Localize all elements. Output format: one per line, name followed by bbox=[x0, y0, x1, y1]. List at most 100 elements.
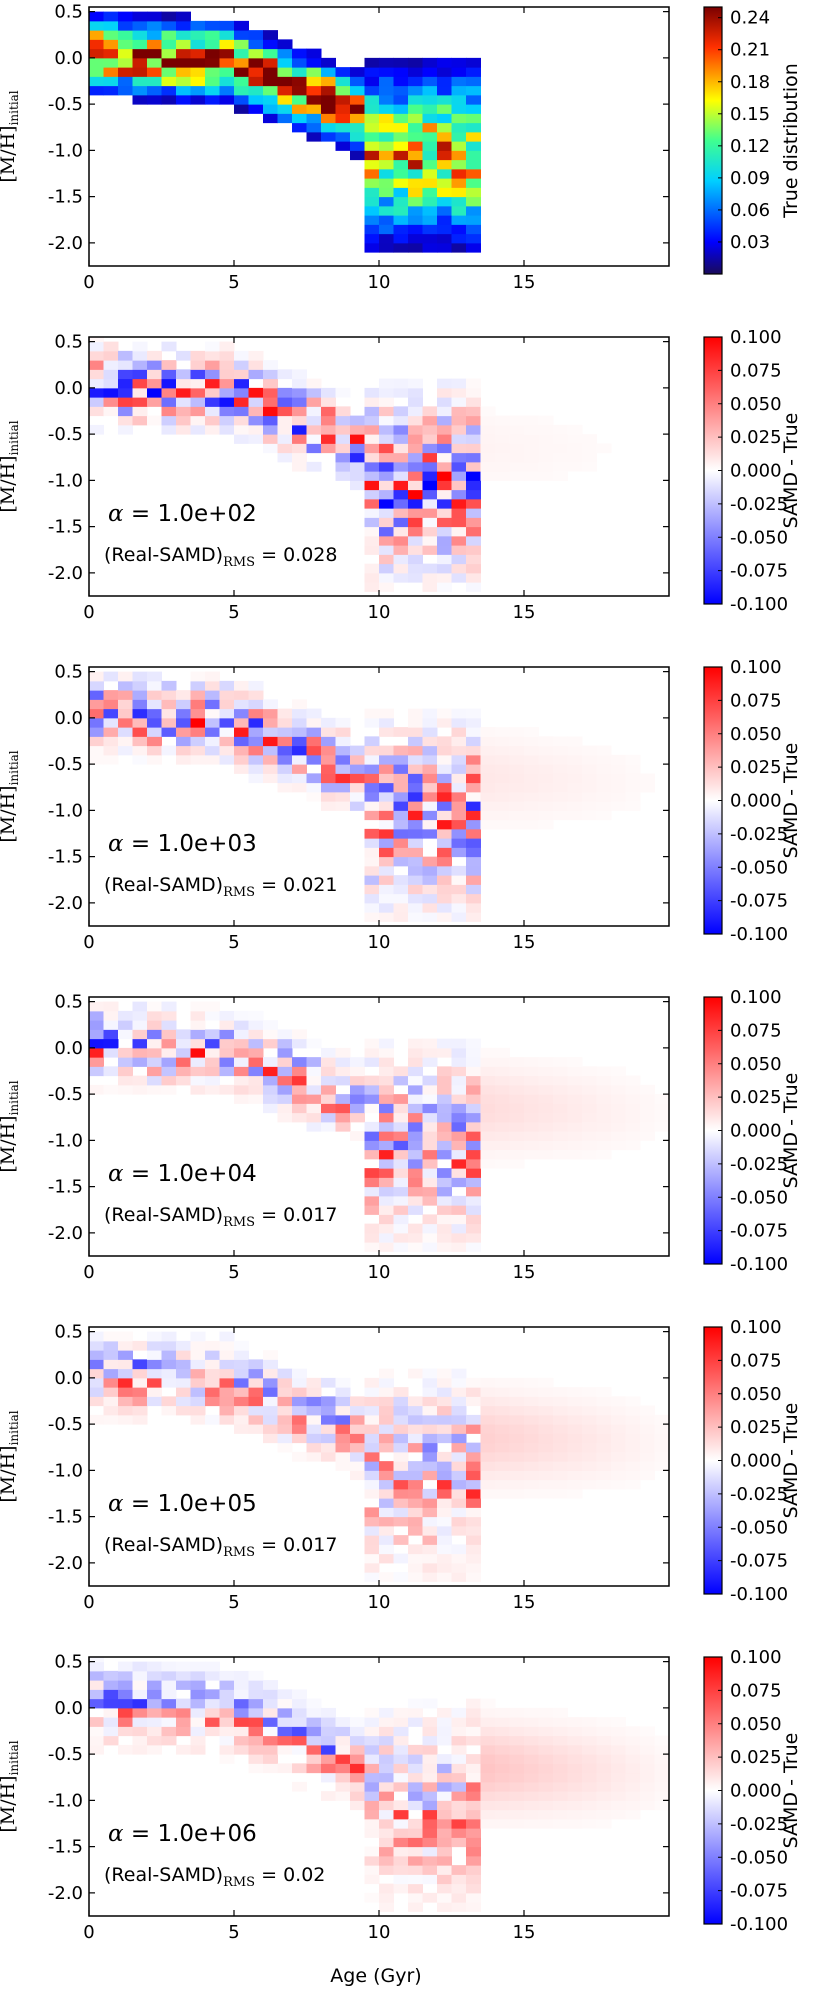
heatmap-cell bbox=[451, 443, 467, 454]
heatmap-cell bbox=[451, 480, 467, 491]
heatmap-cell bbox=[408, 461, 423, 472]
heatmap-cell bbox=[147, 387, 162, 398]
heatmap-cell bbox=[538, 471, 554, 481]
heatmap-cell bbox=[234, 76, 249, 87]
heatmap-cell bbox=[364, 782, 380, 793]
heatmap-cell bbox=[437, 1047, 452, 1058]
heatmap-cell bbox=[219, 39, 235, 50]
heatmap-cell bbox=[277, 717, 293, 728]
heatmap-cell bbox=[393, 563, 409, 574]
heatmap-cell bbox=[176, 1350, 191, 1360]
heatmap-cell bbox=[350, 424, 365, 435]
heatmap-cell bbox=[611, 773, 626, 784]
heatmap-cell bbox=[335, 1387, 351, 1397]
heatmap-cell bbox=[466, 1855, 481, 1866]
heatmap-cell bbox=[466, 1066, 481, 1077]
heatmap-cell bbox=[408, 1698, 423, 1709]
heatmap-cell bbox=[379, 178, 394, 188]
heatmap-cell bbox=[451, 57, 467, 68]
heatmap-cell bbox=[205, 1029, 220, 1040]
heatmap-cell bbox=[263, 1368, 278, 1379]
heatmap-cell bbox=[364, 141, 380, 151]
heatmap-cell bbox=[118, 1010, 133, 1021]
heatmap-cell bbox=[437, 205, 452, 216]
heatmap-cell bbox=[306, 1103, 322, 1114]
x-tick-label: 5 bbox=[228, 1592, 239, 1613]
heatmap-cell bbox=[335, 1772, 351, 1783]
heatmap-cell bbox=[161, 369, 177, 380]
heatmap-cell bbox=[524, 1424, 539, 1434]
heatmap-cell bbox=[176, 1698, 191, 1709]
heatmap-cell bbox=[422, 415, 438, 426]
heatmap-cell bbox=[480, 1442, 496, 1453]
heatmap-cell bbox=[248, 1038, 264, 1049]
heatmap-cell bbox=[437, 224, 452, 235]
heatmap-cell bbox=[524, 791, 539, 802]
heatmap-cell bbox=[582, 1103, 597, 1114]
heatmap-cell bbox=[553, 434, 568, 444]
heatmap-cell bbox=[205, 1726, 220, 1737]
heatmap-cell bbox=[89, 1047, 104, 1058]
heatmap-cell bbox=[234, 387, 249, 398]
heatmap-cell bbox=[509, 1791, 525, 1801]
heatmap-cell bbox=[176, 1359, 191, 1370]
heatmap-cell bbox=[321, 1121, 336, 1132]
colorbar-tick-label: 0.025 bbox=[730, 757, 782, 778]
heatmap-cell bbox=[524, 782, 539, 793]
heatmap-cell bbox=[263, 1066, 278, 1077]
heatmap-cell bbox=[103, 85, 119, 96]
heatmap-cell bbox=[466, 1516, 481, 1527]
heatmap-cell bbox=[205, 76, 220, 87]
heatmap-cell bbox=[379, 572, 394, 583]
heatmap-cell bbox=[509, 1735, 525, 1746]
heatmap-cell bbox=[132, 1698, 148, 1709]
heatmap-cell bbox=[132, 1010, 148, 1021]
heatmap-cell bbox=[393, 159, 409, 170]
heatmap-cell bbox=[379, 1572, 394, 1582]
heatmap-cell bbox=[437, 397, 452, 407]
heatmap-cell bbox=[408, 1572, 423, 1582]
heatmap-cell bbox=[466, 471, 481, 481]
heatmap-cell bbox=[393, 196, 409, 207]
heatmap-cell bbox=[596, 1800, 612, 1811]
heatmap-cell bbox=[292, 708, 307, 719]
x-tick-label: 15 bbox=[513, 1922, 536, 1943]
heatmap-cell bbox=[451, 526, 467, 537]
heatmap-cell bbox=[379, 1707, 394, 1718]
heatmap-cell bbox=[422, 1809, 438, 1820]
heatmap-cell bbox=[161, 1001, 177, 1012]
heatmap-cell bbox=[625, 1414, 641, 1425]
heatmap-cell bbox=[205, 1084, 220, 1095]
heatmap-cell bbox=[611, 791, 626, 802]
heatmap-cell bbox=[509, 461, 525, 472]
heatmap-cell bbox=[118, 699, 133, 710]
heatmap-cell bbox=[350, 1735, 365, 1746]
heatmap-cell bbox=[393, 1214, 409, 1225]
heatmap-cell bbox=[234, 94, 249, 105]
heatmap-cell bbox=[364, 1442, 380, 1453]
heatmap-cell bbox=[509, 1442, 525, 1453]
heatmap-cell bbox=[437, 782, 452, 793]
heatmap-cell bbox=[422, 526, 438, 537]
heatmap-cell bbox=[408, 819, 423, 830]
heatmap-cell bbox=[538, 1735, 554, 1746]
colorbar-tick-label: -0.100 bbox=[730, 1254, 788, 1275]
heatmap-cell bbox=[538, 819, 554, 830]
heatmap-cell bbox=[408, 1103, 423, 1114]
heatmap-cell bbox=[611, 1763, 626, 1774]
heatmap-cell bbox=[306, 94, 322, 105]
heatmap-cell bbox=[132, 48, 148, 59]
heatmap-cell bbox=[509, 452, 525, 463]
heatmap-cell bbox=[379, 1855, 394, 1866]
heatmap-cell bbox=[263, 708, 278, 719]
heatmap-cell bbox=[466, 85, 481, 96]
heatmap-cell bbox=[640, 1131, 655, 1141]
heatmap-cell bbox=[553, 745, 568, 756]
heatmap-cell bbox=[611, 1405, 626, 1416]
heatmap-cell bbox=[553, 1763, 568, 1774]
heatmap-cell bbox=[234, 717, 249, 728]
heatmap-cell bbox=[306, 1084, 322, 1095]
heatmap-cell bbox=[466, 1121, 481, 1132]
heatmap-cell bbox=[437, 141, 452, 151]
heatmap-cell bbox=[451, 104, 467, 114]
